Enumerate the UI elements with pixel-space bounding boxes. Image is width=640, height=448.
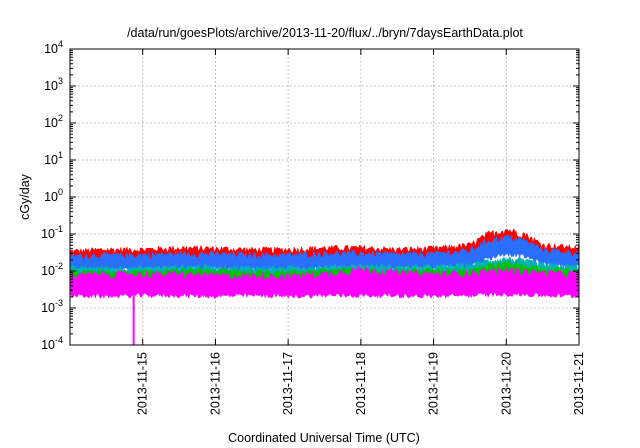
series-band-5 (70, 265, 579, 299)
y-tick-label-exponent: 1 (58, 150, 63, 160)
y-tick-label-base: 10 (44, 42, 58, 56)
y-tick-label-exponent: -3 (55, 298, 63, 308)
y-tick-label-base: 10 (41, 264, 55, 278)
y-tick-label: 102 (44, 113, 63, 130)
y-tick-label-exponent: 0 (58, 187, 63, 197)
y-tick-label-exponent: -1 (55, 224, 63, 234)
x-tick-label: 2013-11-21 (572, 352, 586, 415)
y-tick-label-base: 10 (44, 190, 58, 204)
y-tick-label-base: 10 (44, 79, 58, 93)
grid-lines (70, 49, 579, 345)
y-tick-label-base: 10 (44, 153, 58, 167)
y-tick-label-base: 10 (41, 227, 55, 241)
y-tick-label: 10-1 (41, 224, 63, 241)
x-tick-label: 2013-11-17 (281, 352, 295, 415)
y-tick-label: 10-3 (41, 298, 63, 315)
y-tick-label-base: 10 (41, 338, 55, 352)
x-tick-label: 2013-11-18 (354, 352, 368, 415)
y-tick-label-exponent: 2 (58, 113, 63, 123)
x-tick-label: 2013-11-15 (136, 352, 150, 415)
x-axis: 2013-11-15 2013-11-16 2013-11-17 2013-11-18… (136, 49, 586, 415)
y-tick-label-exponent: 4 (58, 39, 63, 49)
x-tick-label: 2013-11-19 (427, 352, 441, 415)
series-group (70, 228, 579, 345)
y-tick-label-base: 10 (44, 116, 58, 130)
x-tick-label: 2013-11-16 (208, 352, 222, 415)
y-tick-label: 101 (44, 150, 63, 167)
y-tick-label-base: 10 (41, 301, 55, 315)
y-tick-label-exponent: -2 (55, 261, 63, 271)
y-axis-label: cGy/day (18, 173, 32, 220)
y-tick-label: 104 (44, 39, 63, 56)
chart-title: /data/run/goesPlots/archive/2013-11-20/f… (127, 26, 523, 40)
y-tick-label: 10-2 (41, 261, 63, 278)
y-tick-label-exponent: -4 (55, 335, 63, 345)
y-tick-label: 10-4 (41, 335, 63, 352)
x-axis-label: Coordinated Universal Time (UTC) (228, 431, 420, 445)
x-tick-label: 2013-11-20 (499, 352, 513, 415)
y-tick-label: 100 (44, 187, 63, 204)
y-tick-label-exponent: 3 (58, 76, 63, 86)
y-tick-label: 103 (44, 76, 63, 93)
